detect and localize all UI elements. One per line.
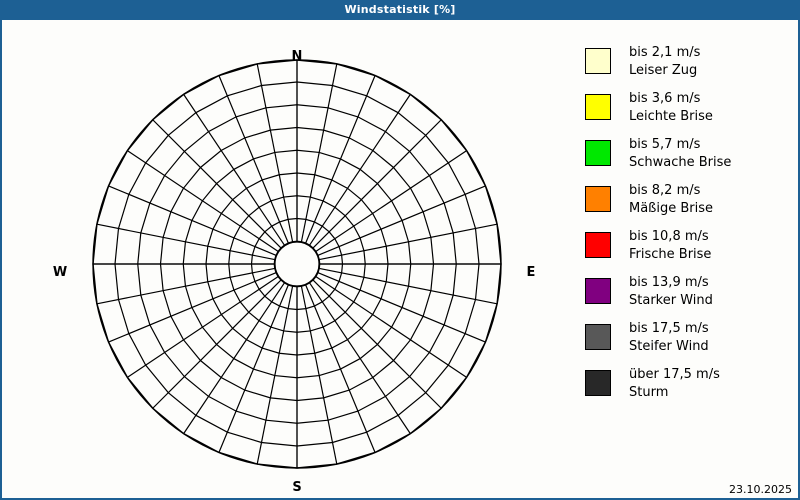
legend-beaufort-name: Frische Brise bbox=[629, 247, 712, 262]
wind-rose-plot: N S W E bbox=[2, 20, 572, 498]
legend-item[interactable]: bis 3,6 m/s Leichte Brise bbox=[585, 90, 798, 134]
legend-speed-range: bis 10,8 m/s bbox=[629, 229, 709, 244]
legend-label: bis 17,5 m/s Steifer Wind bbox=[629, 320, 797, 356]
legend-item[interactable]: bis 8,2 m/s Mäßige Brise bbox=[585, 182, 798, 226]
compass-label-west: W bbox=[52, 265, 68, 280]
legend-color-swatch bbox=[585, 370, 611, 396]
legend-speed-range: bis 17,5 m/s bbox=[629, 321, 709, 336]
compass-label-north: N bbox=[291, 49, 303, 64]
legend-label: bis 10,8 m/s Frische Brise bbox=[629, 228, 797, 264]
legend-beaufort-name: Leiser Zug bbox=[629, 63, 698, 78]
legend-color-swatch bbox=[585, 48, 611, 74]
chart-canvas: N S W E bis 2,1 m/s Leiser Zug bis 3,6 m/s… bbox=[2, 20, 798, 498]
legend-item[interactable]: über 17,5 m/s Sturm bbox=[585, 366, 798, 410]
legend-item[interactable]: bis 13,9 m/s Starker Wind bbox=[585, 274, 798, 318]
legend-label: bis 3,6 m/s Leichte Brise bbox=[629, 90, 797, 126]
legend-color-swatch bbox=[585, 232, 611, 258]
legend-speed-range: bis 3,6 m/s bbox=[629, 91, 701, 106]
legend-beaufort-name: Leichte Brise bbox=[629, 109, 713, 124]
date-stamp: 23.10.2025 bbox=[729, 483, 792, 496]
legend-speed-range: bis 13,9 m/s bbox=[629, 275, 709, 290]
legend-speed-range: über 17,5 m/s bbox=[629, 367, 720, 382]
legend-color-swatch bbox=[585, 186, 611, 212]
compass-label-east: E bbox=[526, 265, 536, 280]
wind-rose-grid bbox=[92, 59, 502, 469]
legend-label: über 17,5 m/s Sturm bbox=[629, 366, 797, 402]
legend-label: bis 13,9 m/s Starker Wind bbox=[629, 274, 797, 310]
legend-speed-range: bis 5,7 m/s bbox=[629, 137, 701, 152]
legend-color-swatch bbox=[585, 278, 611, 304]
legend: bis 2,1 m/s Leiser Zug bis 3,6 m/s Leichte … bbox=[585, 20, 798, 498]
legend-beaufort-name: Steifer Wind bbox=[629, 339, 709, 354]
legend-beaufort-name: Starker Wind bbox=[629, 293, 713, 308]
legend-beaufort-name: Sturm bbox=[629, 385, 669, 400]
legend-speed-range: bis 2,1 m/s bbox=[629, 45, 701, 60]
rose-center-hole bbox=[274, 241, 320, 287]
legend-beaufort-name: Mäßige Brise bbox=[629, 201, 714, 216]
legend-color-swatch bbox=[585, 140, 611, 166]
legend-item[interactable]: bis 2,1 m/s Leiser Zug bbox=[585, 44, 798, 88]
legend-item[interactable]: bis 10,8 m/s Frische Brise bbox=[585, 228, 798, 272]
legend-label: bis 2,1 m/s Leiser Zug bbox=[629, 44, 797, 80]
compass-label-south: S bbox=[292, 480, 302, 495]
legend-label: bis 5,7 m/s Schwache Brise bbox=[629, 136, 797, 172]
legend-color-swatch bbox=[585, 94, 611, 120]
window-title: Windstatistik [%] bbox=[0, 0, 800, 20]
legend-label: bis 8,2 m/s Mäßige Brise bbox=[629, 182, 797, 218]
legend-speed-range: bis 8,2 m/s bbox=[629, 183, 701, 198]
legend-color-swatch bbox=[585, 324, 611, 350]
legend-item[interactable]: bis 17,5 m/s Steifer Wind bbox=[585, 320, 798, 364]
legend-item[interactable]: bis 5,7 m/s Schwache Brise bbox=[585, 136, 798, 180]
legend-beaufort-name: Schwache Brise bbox=[629, 155, 732, 170]
